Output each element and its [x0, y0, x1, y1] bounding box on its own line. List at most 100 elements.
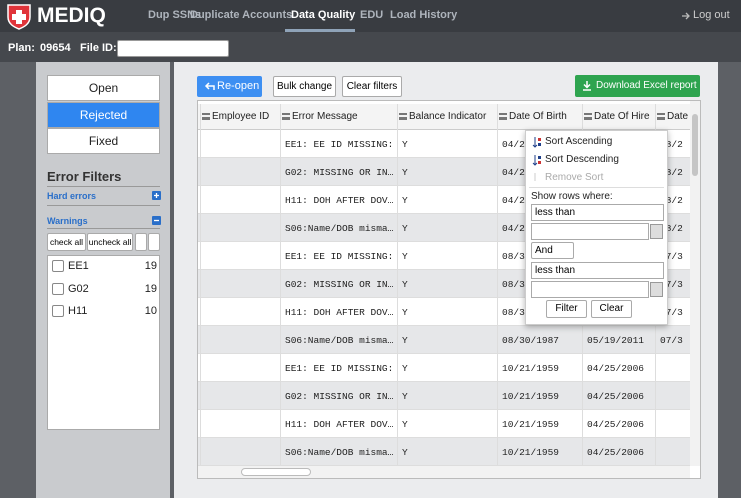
header-icon[interactable] [399, 113, 407, 120]
divider [47, 205, 160, 206]
cell: G02: MISSING OR IN… [285, 279, 394, 290]
cell: 04/29 [502, 139, 531, 150]
cell: 08/30/1987 [502, 335, 560, 346]
divider [47, 228, 160, 229]
divider [47, 186, 160, 187]
column-header[interactable]: Employee ID [212, 111, 270, 122]
cell: 08/30 [502, 251, 531, 262]
header-icon[interactable] [657, 113, 665, 120]
uncheck-all-button[interactable]: uncheck all [87, 233, 133, 251]
join-select[interactable]: And [531, 242, 574, 259]
error-code[interactable]: EE1 [68, 260, 89, 272]
nav-item[interactable]: EDU [360, 9, 384, 21]
expand-icon[interactable] [152, 191, 161, 200]
sort-button[interactable] [135, 233, 147, 251]
nav-item[interactable]: Duplicate Accounts [190, 9, 293, 21]
filter-menu [525, 130, 668, 325]
file-id-input[interactable] [117, 40, 229, 57]
cell: Y [402, 139, 408, 150]
calendar-icon[interactable] [650, 282, 663, 297]
checkbox[interactable] [52, 305, 64, 317]
hard-errors[interactable]: Hard errors [47, 191, 97, 201]
condition-select[interactable]: less than [531, 262, 664, 279]
sort-icons [532, 137, 541, 181]
cell: Y [402, 419, 408, 430]
cell: Y [402, 363, 408, 374]
column-header[interactable]: Date Of Hire [594, 111, 650, 122]
cell: 08/2 [660, 195, 683, 206]
cell: Y [402, 391, 408, 402]
filter-button[interactable]: Filter [546, 300, 587, 318]
scroll-thumb[interactable] [692, 114, 698, 176]
cell: 04/29 [502, 223, 531, 234]
nav-underline [285, 29, 355, 32]
error-count: 19 [144, 282, 157, 295]
cell: 07/3 [660, 307, 683, 318]
cell: EE1: EE ID MISSING: [285, 139, 394, 150]
cell: 08/30 [502, 279, 531, 290]
status-tab[interactable]: Fixed [47, 128, 160, 155]
logout[interactable]: Log out [693, 9, 730, 21]
cell: H11: DOH AFTER DOV… [285, 195, 394, 206]
nav-item[interactable]: Load History [390, 9, 458, 21]
cell: 08/30 [502, 307, 531, 318]
condition-select[interactable]: less than [531, 204, 664, 221]
cell: H11: DOH AFTER DOV… [285, 307, 394, 318]
calendar-icon[interactable] [650, 224, 663, 239]
cell: 04/25/2006 [587, 447, 645, 458]
sort-ascending[interactable]: Sort Ascending [545, 136, 613, 147]
bulk-change-button[interactable]: Bulk change [273, 76, 336, 97]
cell: Y [402, 447, 408, 458]
horizontal-scrollbar[interactable] [198, 466, 690, 478]
vertical-scrollbar[interactable] [690, 101, 700, 466]
cell: G02: MISSING OR IN… [285, 391, 394, 402]
clear-filters-button[interactable]: Clear filters [342, 76, 402, 97]
column-header[interactable]: Error Message [292, 111, 358, 122]
clear-button[interactable]: Clear [591, 300, 632, 318]
status-tab[interactable]: Open [47, 75, 160, 101]
column-header[interactable]: Date [667, 111, 688, 122]
value-input[interactable] [531, 223, 649, 240]
scroll-thumb[interactable] [241, 468, 311, 476]
nav-item[interactable]: Data Quality [291, 9, 356, 21]
sort-button[interactable] [148, 233, 160, 251]
checkbox[interactable] [52, 260, 64, 272]
file-id-label: File ID: [80, 42, 117, 54]
cell: 10/21/1959 [502, 419, 560, 430]
error-code[interactable]: H11 [68, 305, 88, 317]
cell: G02: MISSING OR IN… [285, 167, 394, 178]
header-icon[interactable] [202, 113, 210, 120]
error-count: 19 [144, 260, 157, 272]
cell: H11: DOH AFTER DOV… [285, 419, 394, 430]
error-list [47, 255, 160, 430]
collapse-icon[interactable] [152, 216, 161, 225]
cell: 07/3 [660, 251, 683, 262]
header-icon[interactable] [584, 113, 592, 120]
cell: 05/19/2011 [587, 335, 645, 346]
status-tab[interactable]: Rejected [47, 101, 160, 128]
checkbox[interactable] [52, 282, 64, 295]
cell: Y [402, 167, 408, 178]
cell: 08/2 [660, 167, 683, 178]
cell: S06:Name/DOB misma… [285, 223, 394, 234]
brand: MEDIQ [37, 4, 106, 27]
nav-item[interactable]: Dup SSNs [148, 9, 202, 21]
download-button[interactable]: Download Excel report [575, 75, 700, 97]
header-icon[interactable] [499, 113, 507, 120]
value-input[interactable] [531, 281, 649, 298]
logo-icon [7, 4, 31, 30]
download-icon [583, 81, 591, 91]
error-code[interactable]: G02 [68, 282, 89, 295]
cell: 08/2 [660, 139, 683, 150]
header-icon[interactable] [282, 113, 290, 120]
plan-value: 09654 [40, 42, 71, 54]
sort-descending[interactable]: Sort Descending [545, 154, 619, 165]
warnings[interactable]: Warnings [47, 216, 88, 226]
cell: 08/2 [660, 223, 683, 234]
column-header[interactable]: Balance Indicator [409, 111, 487, 122]
reopen-button[interactable]: Re-open [197, 76, 262, 97]
cell: EE1: EE ID MISSING: [285, 251, 394, 262]
check-all-button[interactable]: check all [47, 233, 86, 251]
column-header[interactable]: Date Of Birth [509, 111, 567, 122]
